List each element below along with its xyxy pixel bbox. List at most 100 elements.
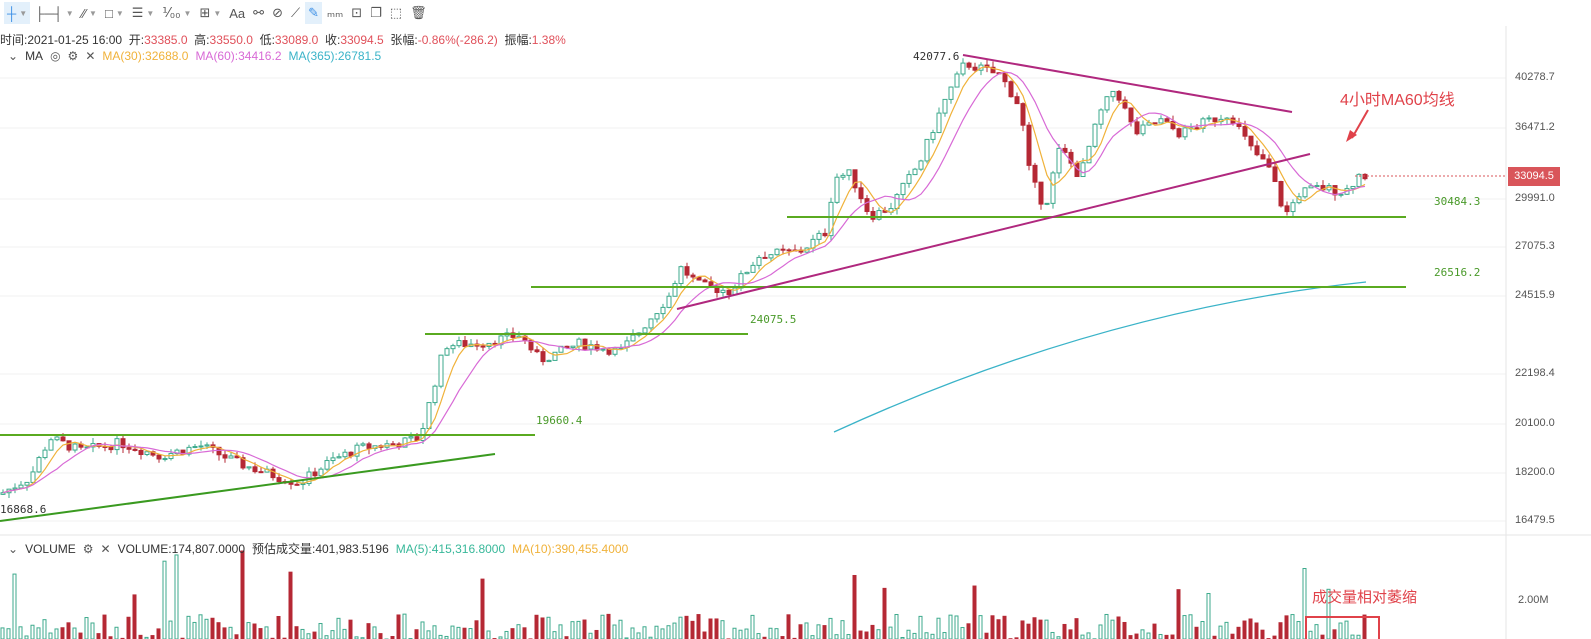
volume-bar [786,614,791,639]
fibonacci-tool[interactable]: ☰ ▼ [129,2,158,24]
volume-bar [924,632,929,639]
text-tool[interactable]: Aa [226,2,248,24]
volume-bar [894,614,899,639]
candle [1116,90,1122,101]
candle [1290,202,1296,213]
dropdown-caret-icon[interactable]: ▼ [115,8,124,18]
dropdown-caret-icon[interactable]: ▼ [213,8,222,18]
volume-bar [984,632,989,639]
candle [138,449,144,456]
dropdown-caret-icon[interactable]: ▼ [89,8,97,18]
candle [54,436,60,441]
volume-bar [438,634,443,639]
candle [918,160,924,170]
drawing-toolbar: ┼ ▼ ├─┤ ▼ ⁄⁄ ▼ □ ▼ ☰ ▼ ⅟₀₀ ▼ ⊞ ▼ Aa ⚯ ⊘ ⟋ ✎ ₘₘ ⊡ ❐ ⬚ 🗑 [0,0,1591,26]
crosshair-tool[interactable]: ┼ ▼ [4,2,31,24]
horizontal-line-tool[interactable]: ├─┤ ▼ [32,2,77,24]
rectangle-tool[interactable]: □ ▼ [102,2,127,24]
pattern-tool[interactable]: ⅟₀₀ ▼ [159,2,194,24]
candles-tool[interactable]: ₘₘ [324,2,346,24]
candle [1254,145,1260,156]
collapse-icon[interactable]: ⌄ [8,541,19,556]
uptrend-line-lower[interactable] [0,453,496,522]
ruler-tool[interactable]: ⟋ [288,2,303,24]
volume-bar [606,613,611,639]
volume-bar [798,624,803,639]
candle [762,256,768,259]
volume-bar [654,625,659,639]
close-icon[interactable]: ✕ [85,49,96,63]
measure-icon: ⊞ [199,5,211,20]
candle [870,210,876,220]
volume-bar [174,554,179,639]
volume-bar [24,635,29,639]
delete-tool[interactable]: 🗑 [407,2,430,24]
candle [198,445,204,448]
volume-bar [816,624,821,639]
open-value: 33385.0 [144,33,188,47]
candle [258,471,264,474]
measure-tool[interactable]: ⊞ ▼ [196,2,224,24]
candle [228,455,234,459]
volume-bar [1038,619,1043,639]
settings-icon[interactable]: ⚙ [82,541,94,556]
dropdown-caret-icon[interactable]: ▼ [19,8,28,18]
candle [990,66,996,74]
volume-bar [318,623,323,639]
volume-bar [246,622,251,639]
hide-tool[interactable]: ⬚ [387,2,405,24]
price-axis-label: 36471.2 [1515,121,1555,133]
candle [660,306,666,315]
volume-bar [552,631,557,639]
candle [408,436,414,439]
volume-indicator-name: VOLUME [25,541,76,556]
candle [1314,185,1320,188]
copy-tool[interactable]: ❐ [367,2,385,24]
price-axis-label: 16479.5 [1515,514,1555,526]
close-icon[interactable]: ✕ [100,541,111,556]
volume-bar [336,617,341,639]
volume-bar [1278,622,1283,639]
volume-bar [600,614,605,639]
volume-bar [954,615,959,639]
candle [924,138,930,162]
volume-bar [720,620,725,639]
trend-line-tool[interactable]: ⁄⁄ ▼ [79,2,100,24]
collapse-icon[interactable]: ⌄ [8,49,19,63]
volume-bar [144,636,149,639]
link-tool[interactable]: ⊘ [269,2,286,24]
lock-tool[interactable]: ⊡ [348,2,365,24]
visibility-icon[interactable]: ◎ [50,49,61,63]
volume-bar [342,628,347,639]
downtrend-line-triangle[interactable] [962,54,1293,113]
volume-highlight-box [1305,616,1380,639]
candle [456,340,462,347]
magnet-tool[interactable]: ⚯ [250,2,267,24]
volume-bar [240,550,245,639]
dropdown-caret-icon[interactable]: ▼ [183,8,192,18]
volume-bar [918,615,923,639]
volume-bar [264,626,269,639]
volume-bar [276,615,281,639]
dropdown-caret-icon[interactable]: ▼ [146,8,155,18]
uptrend-line-triangle[interactable] [676,153,1311,310]
volume-bar [1182,615,1187,639]
candle [132,448,138,451]
volume-bar [360,637,365,639]
volume-bar [162,560,167,639]
volume-bar [690,620,695,639]
candle [324,460,330,470]
volume-bar [102,614,107,639]
magnet-icon: ⚯ [253,5,265,20]
settings-icon[interactable]: ⚙ [67,49,79,63]
volume-bar [78,632,83,639]
current-price-tag: 33094.5 [1508,167,1560,186]
draw-mode-tool[interactable]: ✎ [305,2,322,24]
dropdown-caret-icon[interactable]: ▼ [65,8,74,18]
candle [576,338,582,347]
volume-bar [1290,614,1295,639]
volume-bar [1242,620,1247,639]
volume-bar [510,628,515,639]
volume-bar [642,626,647,639]
